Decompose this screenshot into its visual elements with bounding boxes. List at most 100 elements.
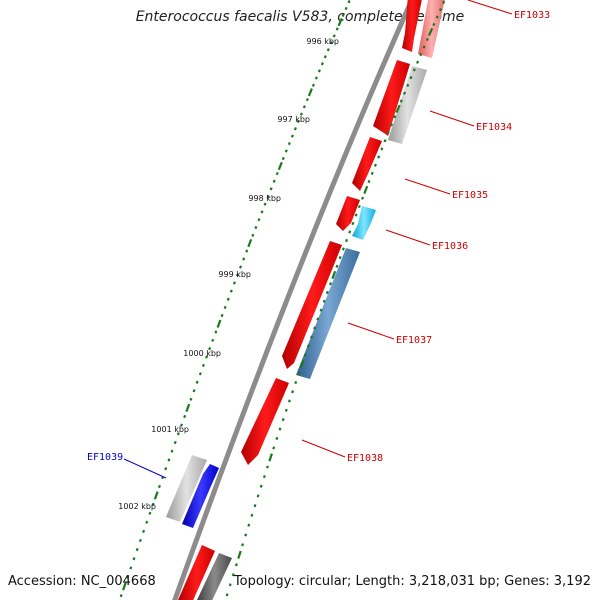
gene-feature[interactable] (241, 378, 289, 465)
minor-tick (256, 494, 260, 498)
gene-feature[interactable] (282, 241, 342, 369)
kbp-label: 999 kbp (218, 270, 251, 279)
gene-feature[interactable] (336, 196, 360, 231)
minor-tick (272, 446, 276, 450)
minor-tick (164, 467, 168, 471)
gene-feature[interactable] (296, 248, 360, 379)
minor-tick (303, 353, 307, 357)
minor-tick (323, 55, 327, 59)
major-tick (427, 27, 434, 37)
genome-backbone (172, 0, 415, 600)
gene-feature[interactable] (352, 206, 376, 240)
minor-tick (341, 13, 345, 17)
minor-tick (260, 210, 264, 214)
major-tick (185, 403, 191, 412)
minor-tick (241, 543, 245, 547)
minor-tick (310, 335, 314, 339)
gene-label-ef1037[interactable]: EF1037 (396, 335, 432, 346)
minor-tick (253, 504, 257, 508)
gene-feature[interactable] (166, 455, 207, 522)
minor-tick (287, 399, 291, 403)
minor-tick (412, 68, 416, 72)
gene-feature[interactable] (402, 0, 422, 52)
minor-tick (442, 0, 446, 4)
minor-tick (326, 48, 330, 52)
minor-tick (151, 502, 155, 506)
minor-tick (126, 575, 130, 579)
minor-tick (320, 62, 324, 66)
gene-label-ef1039[interactable]: EF1039 (87, 452, 123, 463)
minor-tick (422, 45, 426, 49)
minor-tick (345, 238, 349, 243)
minor-tick (325, 290, 329, 295)
minor-tick (306, 344, 310, 348)
major-tick (268, 453, 273, 462)
minor-tick (416, 60, 420, 64)
minor-tick (189, 397, 193, 401)
minor-tick (294, 380, 298, 385)
gene-feature[interactable] (352, 137, 382, 191)
gene-feature[interactable] (182, 464, 219, 528)
minor-tick (132, 557, 136, 561)
minor-tick (305, 97, 309, 102)
major-tick (277, 161, 283, 171)
gene-label-ef1036[interactable]: EF1036 (432, 241, 468, 252)
minor-tick (272, 179, 276, 183)
minor-tick (242, 257, 246, 261)
minor-tick (332, 34, 336, 38)
minor-tick (432, 22, 436, 27)
minor-tick (176, 432, 180, 436)
minor-tick (314, 76, 318, 80)
minor-tick (145, 520, 149, 524)
minor-tick (180, 423, 184, 427)
gene-label-ef1034[interactable]: EF1034 (476, 122, 512, 133)
gene-features (166, 0, 445, 600)
minor-tick (250, 513, 254, 517)
gene-feature[interactable] (197, 553, 232, 600)
minor-tick (425, 37, 429, 42)
minor-tick (239, 265, 243, 269)
minor-tick (201, 363, 205, 367)
gene-label-ef1033[interactable]: EF1033 (514, 10, 550, 21)
major-tick (153, 491, 159, 500)
minor-tick (170, 449, 174, 453)
gene-labels: EF1033 EF1034 EF1035 EF1036 EF1037 EF103… (87, 10, 550, 464)
minor-tick (281, 156, 285, 161)
minor-tick (225, 593, 229, 597)
minor-tick (198, 372, 202, 376)
minor-tick (329, 41, 333, 45)
minor-tick (247, 523, 251, 527)
minor-tick (266, 194, 270, 199)
minor-tick (281, 418, 285, 422)
minor-tick (435, 15, 439, 19)
minor-tick (316, 317, 320, 321)
minor-tick (211, 338, 215, 342)
gene-label-ef1038[interactable]: EF1038 (347, 453, 383, 464)
minor-tick (302, 105, 306, 109)
minor-tick (223, 305, 227, 309)
minor-tick (399, 99, 403, 103)
gene-feature[interactable] (373, 60, 410, 136)
accession-text: Accession: NC_004668 (8, 574, 156, 589)
gene-feature[interactable] (388, 66, 427, 144)
minor-tick (148, 511, 152, 515)
gene-label-ef1035[interactable]: EF1035 (452, 190, 488, 201)
minor-tick (335, 27, 339, 31)
minor-tick (214, 330, 218, 334)
minor-tick (290, 134, 294, 138)
minor-tick (299, 112, 303, 116)
major-tick (337, 17, 343, 27)
minor-tick (119, 594, 123, 598)
gene-feature[interactable] (178, 545, 215, 600)
minor-tick (367, 180, 371, 184)
minor-tick (297, 371, 301, 375)
minor-tick (380, 147, 384, 151)
minor-tick (229, 289, 233, 293)
minor-tick (319, 308, 323, 312)
minor-tick (402, 91, 407, 95)
minor-tick (195, 380, 199, 384)
minor-tick (317, 69, 321, 73)
minor-tick (406, 83, 410, 88)
minor-tick (228, 583, 232, 587)
